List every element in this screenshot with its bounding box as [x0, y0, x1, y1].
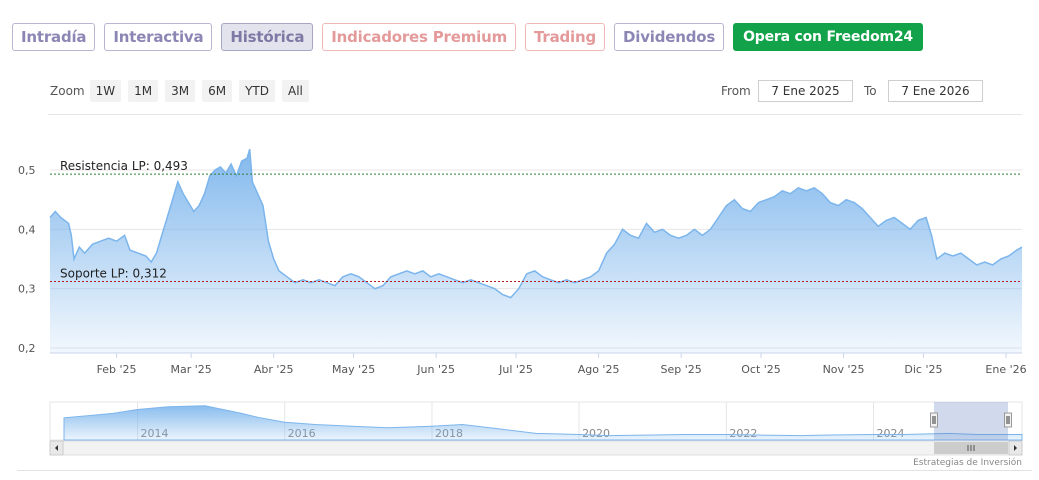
arrow-right-icon [1014, 445, 1017, 451]
x-tick-label: Ago '25 [578, 363, 620, 376]
x-tick-label: Nov '25 [823, 363, 865, 376]
bottom-divider [17, 470, 1032, 471]
tab-interactiva[interactable]: Interactiva [104, 23, 213, 51]
zoom-label: Zoom [50, 84, 85, 98]
tab-trading[interactable]: Trading [525, 23, 606, 51]
y-tick-label: 0,5 [18, 164, 36, 177]
zoom-1m-button[interactable]: 1M [128, 80, 159, 102]
x-tick-label: Jul '25 [498, 363, 533, 376]
zoom-all-button[interactable]: All [282, 80, 309, 102]
zoom-1w-button[interactable]: 1W [89, 80, 122, 102]
x-tick-label: May '25 [332, 363, 375, 376]
navigator[interactable]: 201420162018202020222024 [0, 398, 1039, 458]
zoom-ytd-button[interactable]: YTD [239, 80, 275, 102]
x-tick-label: Dic '25 [904, 363, 942, 376]
y-tick-label: 0,2 [18, 342, 36, 355]
x-tick-label: Mar '25 [170, 363, 211, 376]
tab-indicadores-premium[interactable]: Indicadores Premium [322, 23, 517, 51]
zoom-3m-button[interactable]: 3M [165, 80, 196, 102]
x-tick-label: Feb '25 [97, 363, 137, 376]
scrollbar-track[interactable] [49, 440, 1023, 456]
series-area [50, 149, 1022, 353]
to-date-input[interactable]: 7 Ene 2026 [888, 80, 983, 102]
price-chart[interactable]: Resistencia LP: 0,493 Soporte LP: 0,312 0… [0, 115, 1039, 385]
series-line [49, 148, 1023, 299]
x-tick-label: Oct '25 [741, 363, 781, 376]
x-tick-label: Sep '25 [661, 363, 702, 376]
y-tick-label: 0,3 [18, 283, 36, 296]
from-date-input[interactable]: 7 Ene 2025 [758, 80, 853, 102]
zoom-6m-button[interactable]: 6M [202, 80, 233, 102]
navigator-mask[interactable] [934, 402, 1008, 440]
x-tick-label: Jun '25 [416, 363, 455, 376]
support-label: Soporte LP: 0,312 [60, 267, 167, 281]
tab-intradia[interactable]: Intradía [12, 23, 96, 51]
tab-bar: Intradía Interactiva Histórica Indicador… [12, 23, 932, 51]
from-label: From [721, 84, 751, 98]
navigator-right-handle[interactable] [1004, 412, 1012, 428]
freedom24-button[interactable]: Opera con Freedom24 [733, 23, 923, 51]
navigator-left-handle[interactable] [930, 412, 938, 428]
resistance-label: Resistencia LP: 0,493 [60, 159, 188, 173]
x-tick-label: Ene '26 [985, 363, 1026, 376]
arrow-left-icon [55, 445, 58, 451]
to-label: To [864, 84, 877, 98]
credits[interactable]: Estrategias de Inversión [913, 458, 1022, 468]
zoom-controls: Zoom 1W 1M 3M 6M YTD All [50, 80, 316, 102]
tab-historica[interactable]: Histórica [221, 23, 314, 51]
tab-dividendos[interactable]: Dividendos [614, 23, 725, 51]
x-tick-label: Abr '25 [254, 363, 294, 376]
navigator-series [63, 405, 1023, 441]
divider [48, 114, 1022, 115]
y-tick-label: 0,4 [18, 223, 36, 236]
